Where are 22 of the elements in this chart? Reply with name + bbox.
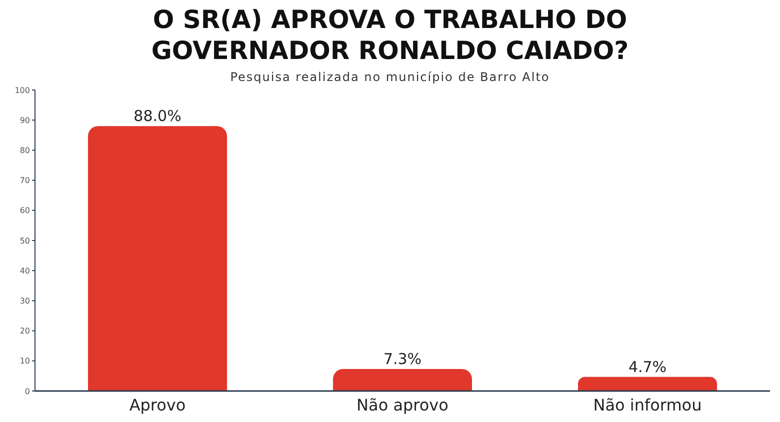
- x-tick-label: Não informou: [593, 395, 702, 414]
- data-label: 7.3%: [383, 350, 422, 368]
- y-tick-label: 20: [20, 326, 30, 336]
- y-tick-label: 10: [20, 356, 30, 366]
- y-tick-label: 0: [24, 386, 30, 396]
- y-tick-label: 70: [20, 176, 30, 186]
- y-tick-label: 100: [14, 86, 30, 95]
- y-tick-label: 40: [20, 266, 30, 276]
- x-tick-label: Aprovo: [129, 395, 186, 414]
- y-tick-label: 90: [20, 116, 30, 125]
- y-tick-label: 60: [20, 206, 30, 216]
- bar: [333, 369, 472, 391]
- data-label: 88.0%: [134, 107, 182, 126]
- chart-title: O SR(A) APROVA O TRABALHO DO GOVERNADOR RONALDO CAIADO?: [150, 4, 630, 66]
- bar: [88, 126, 227, 391]
- y-tick-label: 30: [20, 296, 30, 306]
- y-tick-label: 50: [20, 236, 30, 246]
- x-tick-label: Não aprovo: [356, 395, 448, 414]
- bar: [578, 376, 717, 391]
- data-label: 4.7%: [628, 358, 667, 376]
- chart-subtitle: Pesquisa realizada no município de Barro Alto: [229, 70, 551, 84]
- y-tick-label: 80: [20, 146, 30, 156]
